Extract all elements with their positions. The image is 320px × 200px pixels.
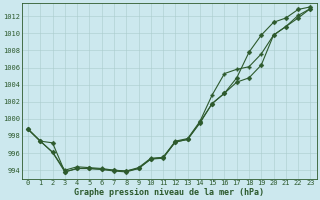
X-axis label: Graphe pression niveau de la mer (hPa): Graphe pression niveau de la mer (hPa) — [74, 188, 264, 197]
